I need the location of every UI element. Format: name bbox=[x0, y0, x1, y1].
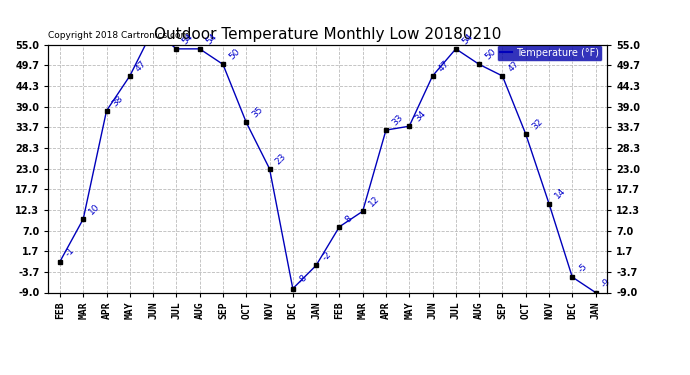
Text: -5: -5 bbox=[576, 261, 589, 274]
Text: 47: 47 bbox=[437, 59, 451, 73]
Text: 23: 23 bbox=[274, 152, 288, 166]
Text: 38: 38 bbox=[110, 93, 125, 108]
Text: 47: 47 bbox=[506, 59, 521, 73]
Text: 10: 10 bbox=[88, 202, 102, 216]
Text: Copyright 2018 Cartronics.com: Copyright 2018 Cartronics.com bbox=[48, 31, 190, 40]
Text: 59: 59 bbox=[0, 374, 1, 375]
Legend: Temperature (°F): Temperature (°F) bbox=[497, 45, 602, 61]
Text: 8: 8 bbox=[344, 213, 354, 224]
Title: Outdoor Temperature Monthly Low 20180210: Outdoor Temperature Monthly Low 20180210 bbox=[154, 27, 502, 42]
Text: 14: 14 bbox=[553, 186, 568, 201]
Text: 54: 54 bbox=[460, 32, 475, 46]
Text: -8: -8 bbox=[297, 273, 310, 286]
Text: -9: -9 bbox=[600, 277, 613, 290]
Text: 47: 47 bbox=[134, 59, 148, 73]
Text: 34: 34 bbox=[413, 109, 428, 123]
Text: 54: 54 bbox=[181, 32, 195, 46]
Text: 54: 54 bbox=[204, 32, 218, 46]
Text: 35: 35 bbox=[250, 105, 265, 120]
Text: 12: 12 bbox=[367, 194, 382, 208]
Text: 50: 50 bbox=[227, 47, 242, 62]
Text: -1: -1 bbox=[64, 246, 77, 259]
Text: -2: -2 bbox=[320, 250, 333, 262]
Text: 33: 33 bbox=[390, 113, 404, 127]
Text: 50: 50 bbox=[483, 47, 497, 62]
Text: 32: 32 bbox=[530, 117, 544, 131]
